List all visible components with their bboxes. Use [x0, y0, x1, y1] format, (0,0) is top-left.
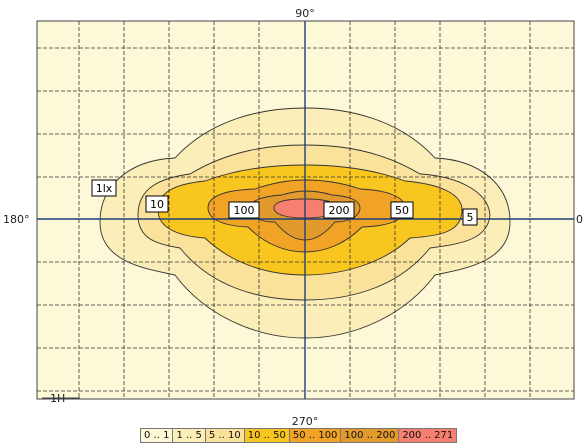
legend-item: 1 .. 5 — [173, 429, 206, 442]
axis-label-bottom: 270° — [292, 415, 319, 428]
legend-item: 100 .. 200 — [341, 429, 400, 442]
contour-label-200: 200 — [323, 201, 355, 219]
contour-label-50: 50 — [390, 201, 414, 219]
svg-text:200: 200 — [329, 204, 350, 217]
legend-item: 10 .. 50 — [244, 429, 290, 442]
svg-text:100: 100 — [234, 204, 255, 217]
axis-label-left: 180° — [3, 213, 30, 226]
svg-text:10: 10 — [150, 198, 164, 211]
contour-label-100: 100 — [228, 201, 260, 219]
legend-item: 200 .. 271 — [399, 429, 457, 442]
svg-text:1lx: 1lx — [96, 182, 113, 195]
axis-label-top: 90° — [295, 7, 315, 20]
legend-item: 0 .. 1 — [141, 429, 174, 442]
legend-item: 5 .. 10 — [205, 429, 245, 442]
axis-label-right: 0 — [576, 213, 583, 226]
plot-border — [36, 20, 575, 400]
legend-item: 50 .. 100 — [289, 429, 342, 442]
contour-label-5: 5 — [462, 208, 478, 226]
svg-text:50: 50 — [395, 204, 409, 217]
svg-text:5: 5 — [467, 211, 474, 224]
contour-label-10: 10 — [145, 195, 169, 213]
contour-label-1lx: 1lx — [91, 179, 117, 197]
